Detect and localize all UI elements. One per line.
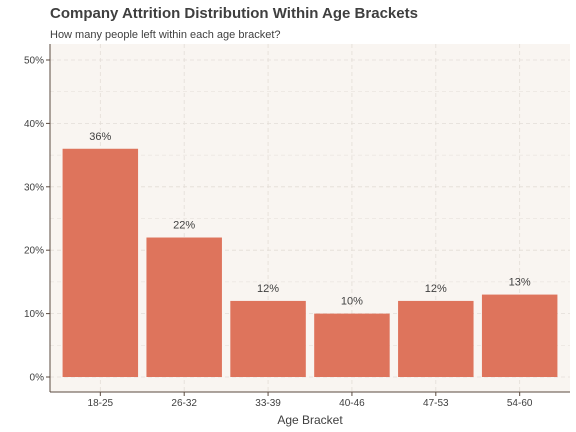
x-tick-label: 40-46 — [339, 398, 365, 409]
x-tick-label: 26-32 — [171, 398, 197, 409]
x-axis-title: Age Bracket — [277, 413, 343, 427]
y-axis: 0% 10% 20% 30% 40% 50% — [24, 44, 51, 392]
data-label-33-39: 12% — [257, 283, 279, 295]
data-label-54-60: 13% — [509, 277, 531, 289]
y-tick-label: 0% — [30, 373, 45, 384]
y-tick-label: 10% — [24, 309, 44, 320]
data-label-18-25: 36% — [89, 131, 111, 143]
y-tick-label: 20% — [24, 246, 44, 257]
x-axis: 18-25 26-32 33-39 40-46 47-53 54-60 — [50, 391, 570, 409]
bar-18-25 — [62, 148, 139, 377]
bar-33-39 — [230, 300, 306, 377]
bar-54-60 — [481, 294, 558, 377]
bar-26-32 — [146, 237, 222, 377]
y-tick-label: 40% — [24, 119, 44, 130]
y-tick-label: 30% — [24, 182, 44, 193]
bars — [62, 148, 558, 377]
bar-47-53 — [398, 300, 474, 377]
x-tick-label: 33-39 — [255, 398, 281, 409]
data-labels: 36% 22% 12% 10% 12% 13% — [89, 131, 531, 308]
x-tick-label: 18-25 — [88, 398, 114, 409]
y-tick-label: 50% — [24, 56, 44, 67]
chart-title: Company Attrition Distribution Within Ag… — [50, 5, 418, 22]
x-tick-label: 54-60 — [507, 398, 533, 409]
data-label-26-32: 22% — [173, 220, 195, 232]
chart-subtitle: How many people left within each age bra… — [50, 29, 281, 41]
bar-40-46 — [314, 313, 390, 377]
x-tick-label: 47-53 — [423, 398, 449, 409]
data-label-47-53: 12% — [425, 283, 447, 295]
data-label-40-46: 10% — [341, 296, 363, 308]
